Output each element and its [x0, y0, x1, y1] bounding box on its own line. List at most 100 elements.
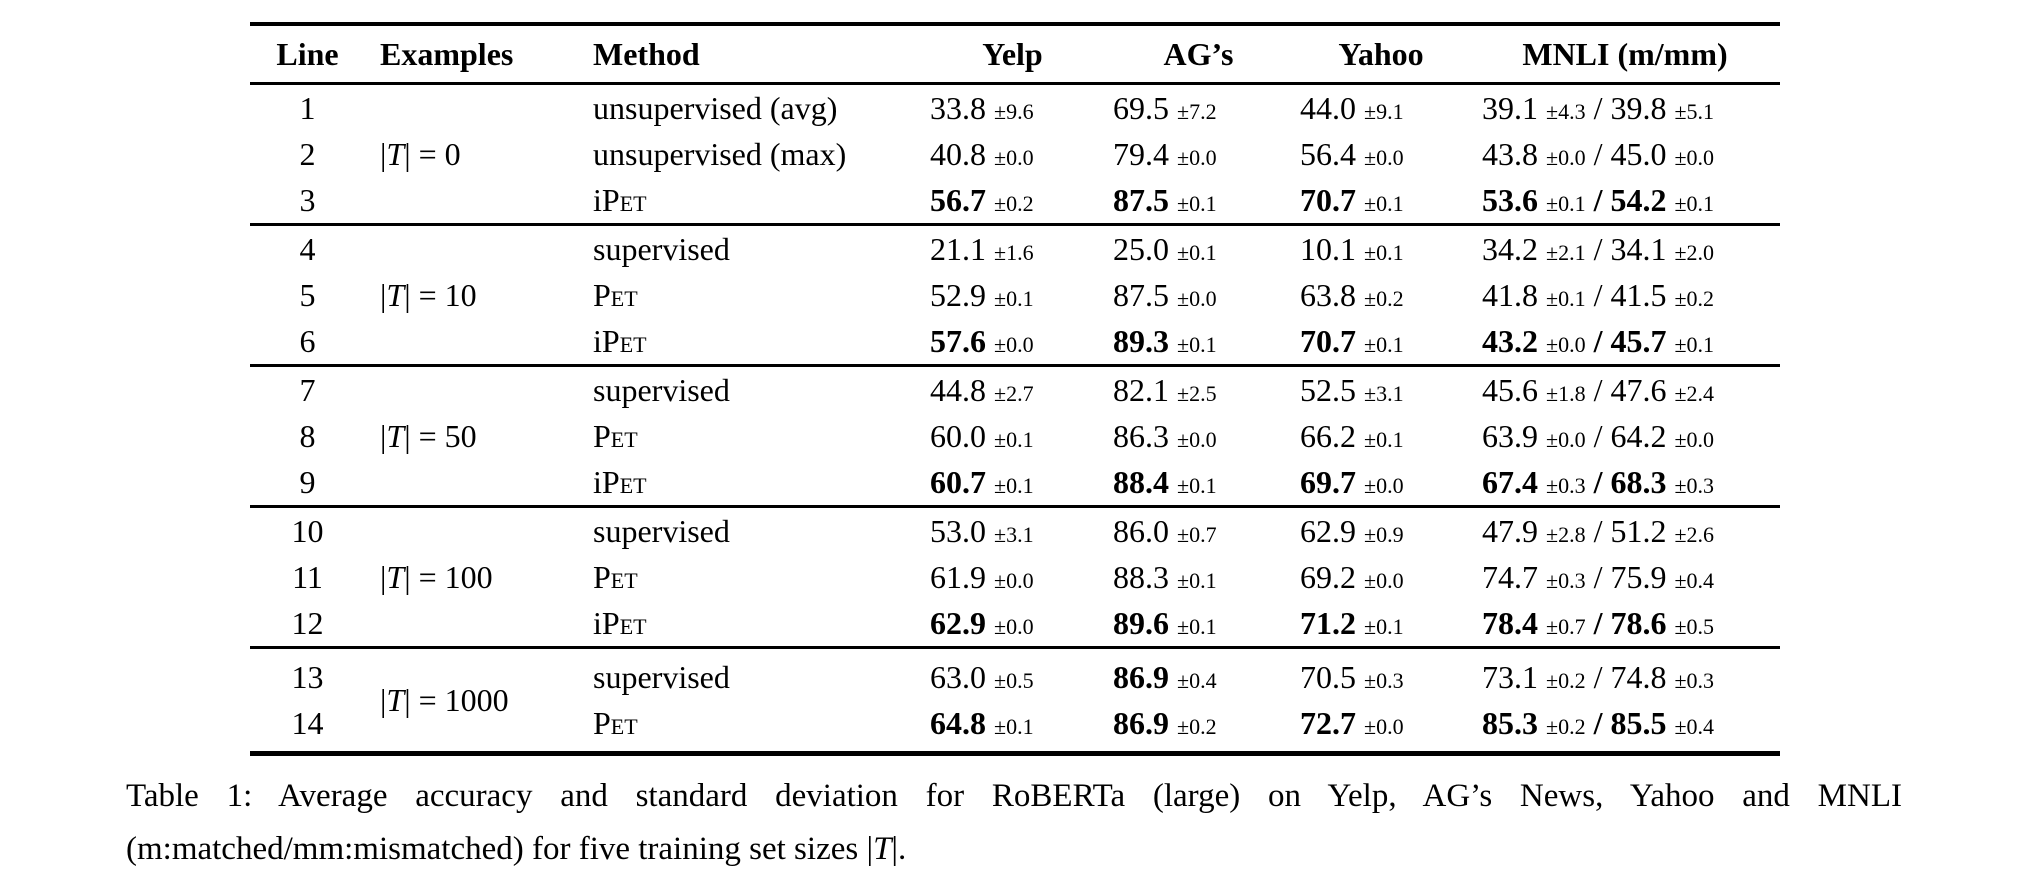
- method-cell: supervised: [590, 226, 920, 272]
- yahoo-std: ±0.0: [1364, 568, 1404, 593]
- yahoo-value: 10.1: [1300, 231, 1356, 267]
- method-cell: supervised: [590, 654, 920, 700]
- yahoo-std: ±0.9: [1364, 522, 1404, 547]
- mnli-slash: /: [1585, 464, 1611, 500]
- yelp-cell: 60.0 ±0.1: [920, 413, 1105, 459]
- yelp-value: 61.9: [930, 559, 986, 595]
- yelp-value: 53.0: [930, 513, 986, 549]
- yelp-value: 56.7: [930, 182, 986, 218]
- examples-cell: |T| = 100: [365, 559, 590, 596]
- yahoo-std: ±0.1: [1364, 332, 1404, 357]
- line-number-cell: 10: [291, 513, 324, 549]
- yahoo-cell: 72.7 ±0.0: [1292, 700, 1470, 746]
- text-part: |.: [891, 831, 907, 867]
- text-part: Pet: [601, 323, 647, 359]
- yelp-std: ±0.0: [994, 332, 1034, 357]
- yelp-cell: 40.8 ±0.0: [920, 131, 1105, 177]
- ags-std: ±0.1: [1177, 568, 1217, 593]
- yahoo-cell: 70.7 ±0.1: [1292, 177, 1470, 223]
- mnli-mm-value: 45.0: [1610, 136, 1667, 172]
- mnli-cell: 78.4 ±0.7 / 78.6 ±0.5: [1470, 600, 1780, 646]
- ags-std: ±0.4: [1177, 668, 1217, 693]
- yahoo-cell: 70.7 ±0.1: [1292, 318, 1470, 364]
- col-header-line: Line: [276, 36, 339, 72]
- mnli-mm-std: ±2.0: [1674, 240, 1715, 265]
- ags-cell: 87.5 ±0.1: [1105, 177, 1292, 223]
- yelp-cell: 21.1 ±1.6: [920, 226, 1105, 272]
- mnli-m-value: 47.9: [1482, 513, 1538, 549]
- mnli-slash: /: [1585, 182, 1611, 218]
- method-cell: Pet: [590, 413, 920, 459]
- mnli-slash: /: [1585, 372, 1611, 408]
- yelp-cell: 44.8 ±2.7: [920, 367, 1105, 413]
- mnli-cell: 47.9 ±2.8 / 51.2 ±2.6: [1470, 508, 1780, 554]
- text-part: i: [593, 182, 602, 218]
- yahoo-value: 70.5: [1300, 659, 1356, 695]
- mnli-mm-value: 64.2: [1610, 418, 1667, 454]
- mnli-m-std: ±1.8: [1546, 381, 1586, 406]
- mnli-m-std: ±0.0: [1546, 332, 1586, 357]
- text-part: supervised: [593, 372, 730, 408]
- yahoo-value: 63.8: [1300, 277, 1356, 313]
- ags-value: 86.3: [1113, 418, 1169, 454]
- mnli-m-value: 43.8: [1482, 136, 1538, 172]
- text-part: | = 0: [404, 135, 461, 172]
- mnli-mm-std: ±0.1: [1674, 191, 1715, 216]
- col-header-yahoo: Yahoo: [1338, 36, 1424, 72]
- yelp-value: 63.0: [930, 659, 986, 695]
- yelp-std: ±0.1: [994, 427, 1034, 452]
- mnli-slash: /: [1585, 605, 1611, 641]
- yelp-cell: 56.7 ±0.2: [920, 177, 1105, 223]
- yahoo-cell: 66.2 ±0.1: [1292, 413, 1470, 459]
- line-number-cell: 11: [292, 559, 323, 595]
- mnli-m-std: ±0.1: [1546, 191, 1586, 216]
- ags-std: ±0.1: [1177, 473, 1217, 498]
- text-part: |: [380, 135, 387, 172]
- yahoo-cell: 69.7 ±0.0: [1292, 459, 1470, 505]
- mnli-slash: /: [1585, 323, 1611, 359]
- mnli-mm-value: 39.8: [1610, 90, 1667, 126]
- yahoo-cell: 44.0 ±9.1: [1292, 85, 1470, 131]
- line-number-cell: 2: [299, 136, 316, 172]
- text-part: Pet: [601, 464, 647, 500]
- col-header-ags: AG’s: [1163, 36, 1234, 72]
- mnli-mm-std: ±0.4: [1674, 568, 1715, 593]
- ags-std: ±0.1: [1177, 332, 1217, 357]
- yahoo-std: ±0.2: [1364, 286, 1404, 311]
- mnli-m-value: 63.9: [1482, 418, 1538, 454]
- text-part: supervised: [593, 513, 730, 549]
- math-script-T: T: [386, 681, 405, 718]
- yelp-cell: 60.7 ±0.1: [920, 459, 1105, 505]
- yahoo-value: 56.4: [1300, 136, 1356, 172]
- ags-value: 86.9: [1113, 659, 1169, 695]
- mnli-slash: /: [1585, 136, 1611, 172]
- text-part: Pet: [601, 605, 647, 641]
- line-number-cell: 6: [299, 323, 316, 359]
- yahoo-std: ±0.0: [1364, 714, 1404, 739]
- yahoo-std: ±0.1: [1364, 240, 1404, 265]
- table-block: |T| = 0 1 unsupervised (avg) 33.8 ±9.6 69.5 …: [250, 85, 1780, 223]
- method-cell: Pet: [590, 554, 920, 600]
- mnli-m-value: 53.6: [1482, 182, 1538, 218]
- mnli-mm-value: 85.5: [1610, 705, 1667, 741]
- results-table: Line Examples Method Yelp AG’s Yahoo MNL…: [250, 22, 1780, 756]
- mnli-mm-std: ±0.5: [1674, 614, 1715, 639]
- math-script-T: T: [386, 558, 405, 595]
- yahoo-cell: 56.4 ±0.0: [1292, 131, 1470, 177]
- yelp-cell: 52.9 ±0.1: [920, 272, 1105, 318]
- table-caption: Table 1: Average accuracy and standard d…: [126, 770, 1902, 876]
- table-header-row: Line Examples Method Yelp AG’s Yahoo MNL…: [250, 26, 1780, 82]
- mnli-slash: /: [1585, 513, 1611, 549]
- yahoo-cell: 62.9 ±0.9: [1292, 508, 1470, 554]
- ags-value: 86.0: [1113, 513, 1169, 549]
- ags-std: ±0.2: [1177, 714, 1217, 739]
- ags-std: ±0.1: [1177, 614, 1217, 639]
- yelp-cell: 33.8 ±9.6: [920, 85, 1105, 131]
- mnli-mm-value: 51.2: [1610, 513, 1667, 549]
- ags-value: 88.4: [1113, 464, 1169, 500]
- yahoo-value: 62.9: [1300, 513, 1356, 549]
- yahoo-value: 70.7: [1300, 323, 1356, 359]
- ags-cell: 79.4 ±0.0: [1105, 131, 1292, 177]
- yelp-value: 64.8: [930, 705, 986, 741]
- mnli-cell: 43.2 ±0.0 / 45.7 ±0.1: [1470, 318, 1780, 364]
